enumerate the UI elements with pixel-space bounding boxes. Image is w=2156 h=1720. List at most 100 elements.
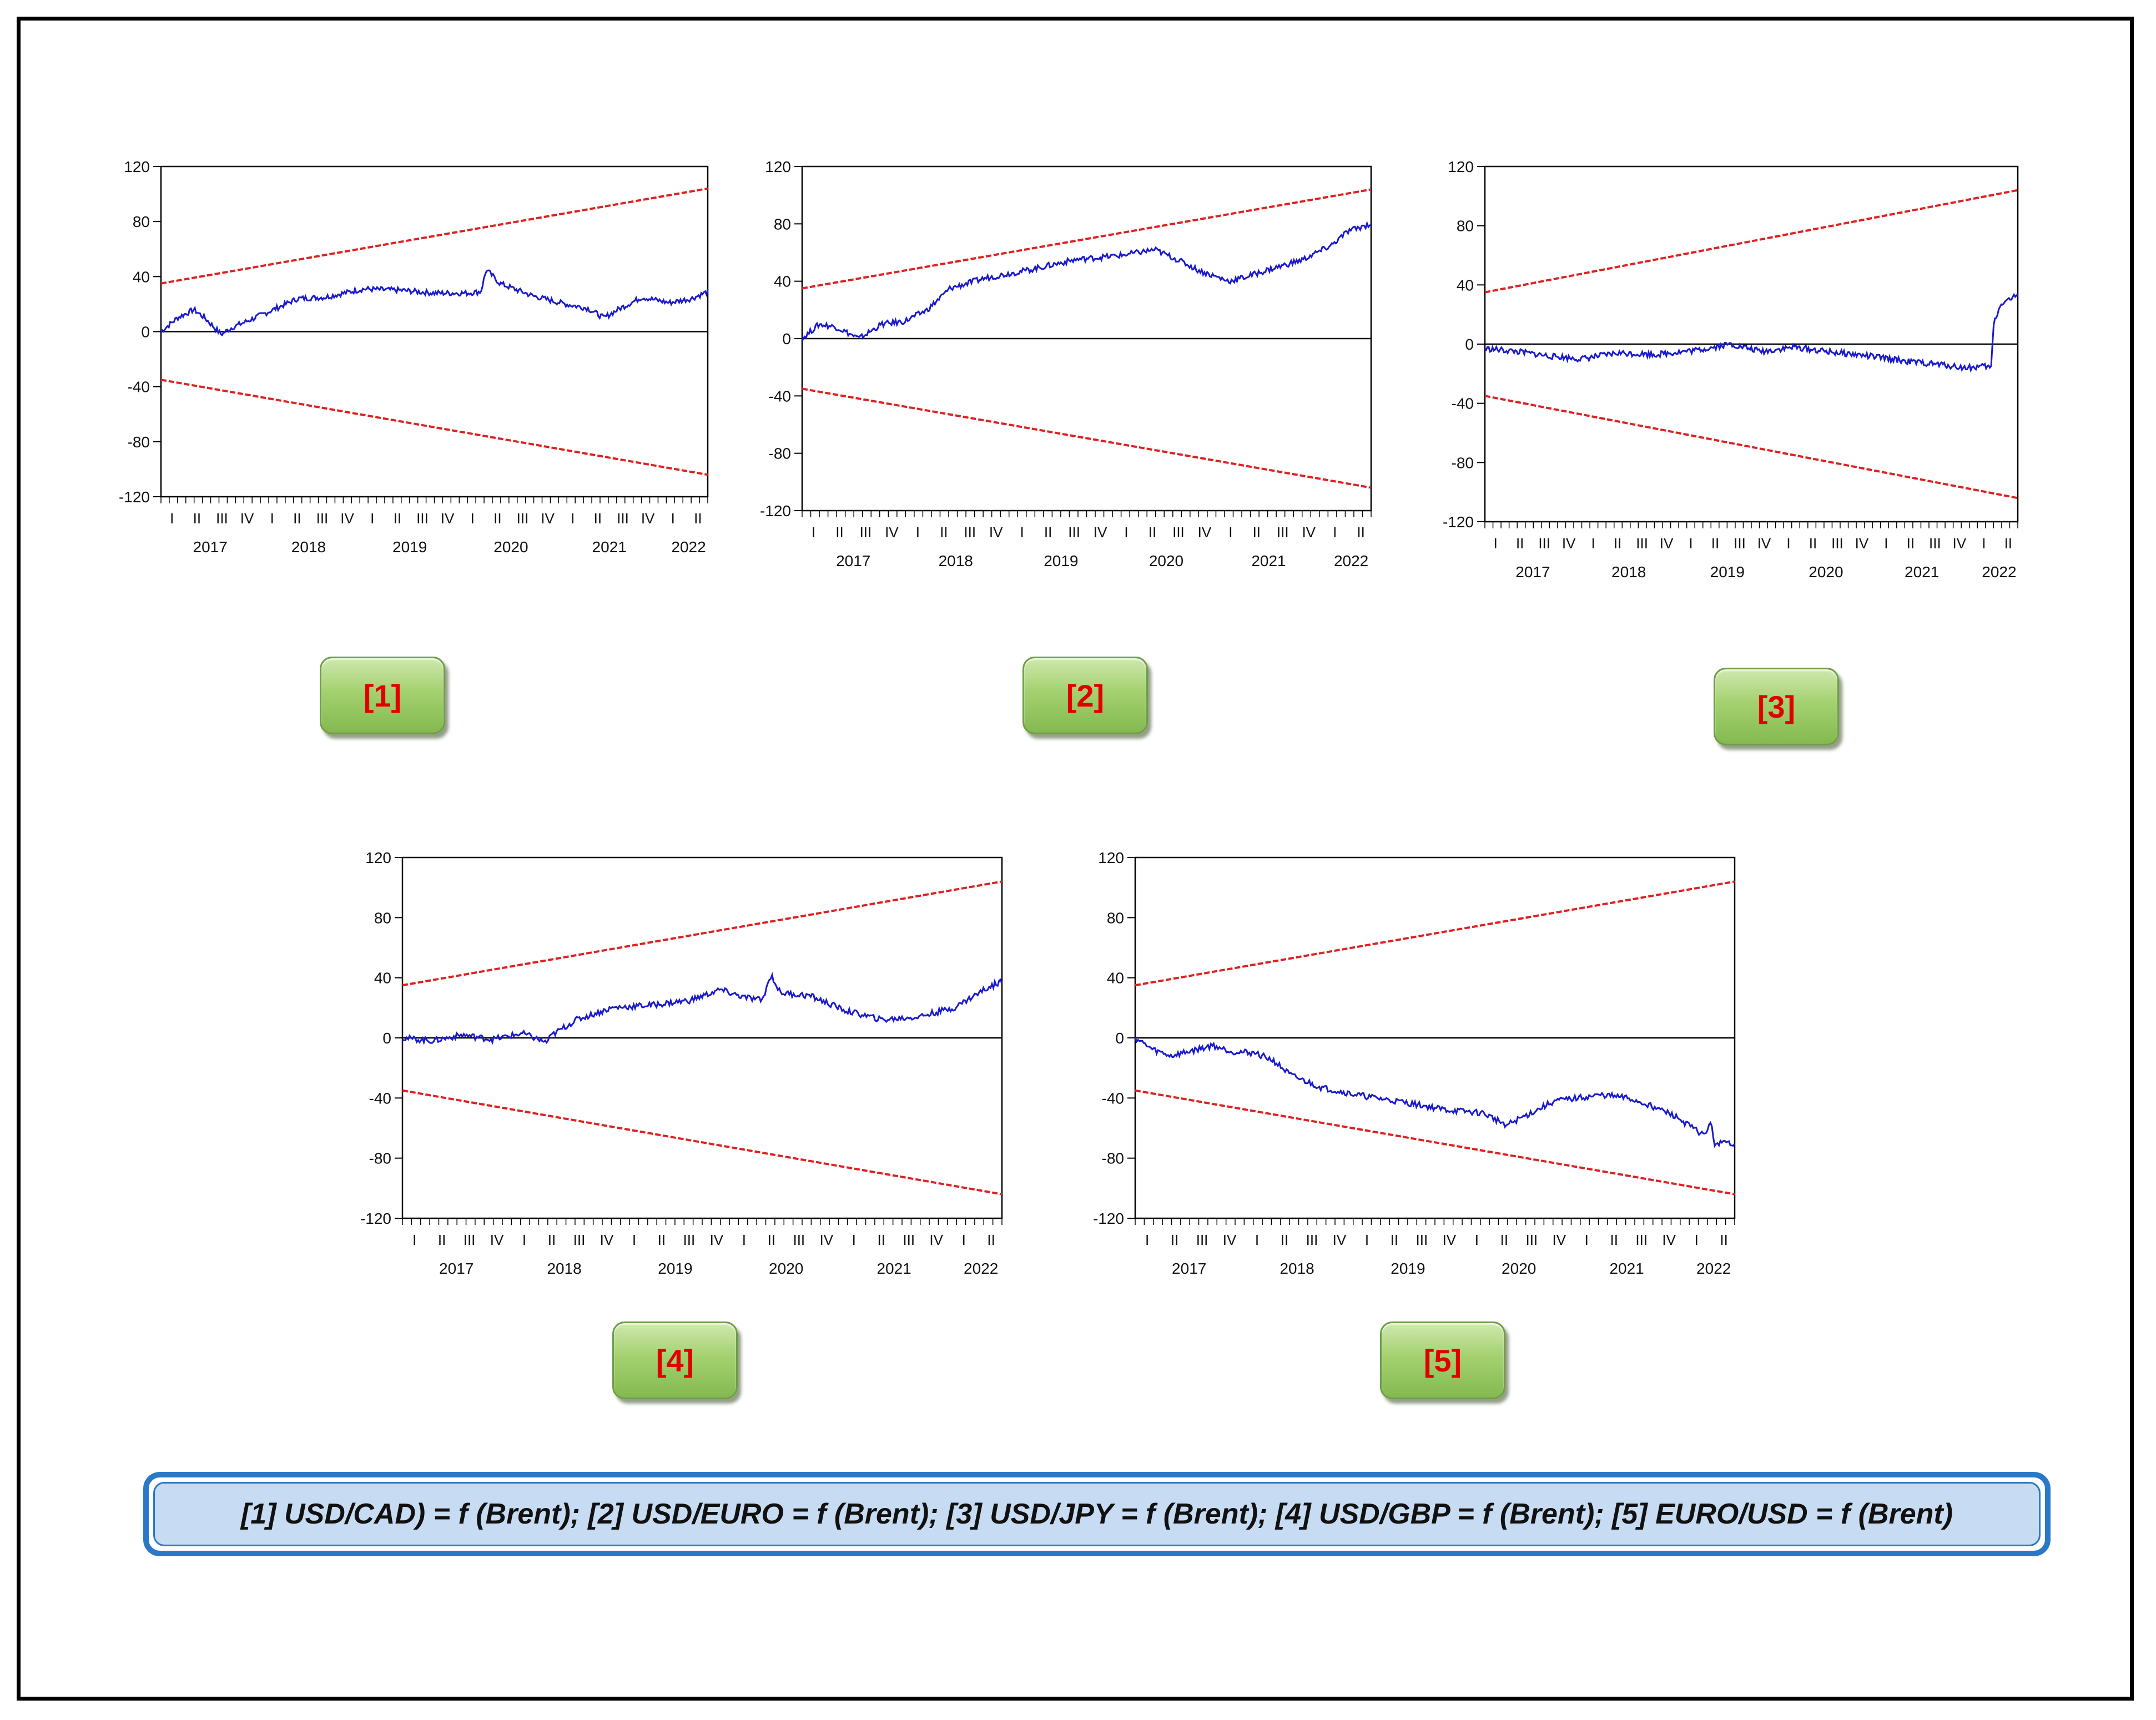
x-year-label: 2018 (939, 552, 973, 569)
x-quarter-label: II (878, 1232, 885, 1248)
x-quarter-label: IV (1094, 524, 1107, 541)
x-quarter-label: II (1711, 535, 1719, 552)
x-quarter-label: IV (1333, 1232, 1347, 1248)
upper-band-line (1135, 880, 1735, 987)
y-tick-label: 120 (1448, 158, 1474, 175)
x-year-label: 2019 (1391, 1260, 1425, 1277)
x-quarter-label: II (835, 524, 843, 541)
x-quarter-label: I (962, 1232, 966, 1248)
lower-band-line (402, 1089, 1003, 1196)
x-quarter-label: II (1253, 524, 1261, 541)
x-quarter-label: I (1228, 524, 1232, 541)
x-quarter-label: III (416, 510, 429, 527)
y-tick-label: 120 (365, 849, 391, 866)
x-year-label: 2021 (876, 1260, 911, 1277)
x-quarter-label: I (1591, 535, 1595, 552)
x-quarter-label: IV (441, 510, 455, 527)
x-quarter-label: IV (1660, 535, 1674, 552)
x-quarter-label: IV (989, 524, 1003, 541)
x-year-label: 2021 (592, 538, 627, 556)
y-tick-label: 0 (141, 324, 150, 341)
x-year-label: 2019 (1710, 563, 1745, 581)
x-quarter-label: I (742, 1232, 746, 1248)
y-tick-label: 0 (1465, 336, 1474, 353)
x-quarter-label: I (571, 510, 575, 527)
y-tick-label: -40 (369, 1089, 391, 1107)
x-quarter-label: II (768, 1232, 775, 1248)
chart-1-badge: [1] (320, 657, 445, 734)
x-quarter-label: I (1884, 535, 1888, 552)
x-quarter-label: III (464, 1232, 476, 1248)
upper-band-line (402, 880, 1003, 987)
series-line (1484, 292, 2019, 373)
lower-band-line (160, 379, 708, 476)
y-tick-label: 0 (782, 330, 791, 347)
x-quarter-label: III (1416, 1232, 1428, 1248)
x-quarter-label: IV (885, 524, 899, 541)
x-quarter-label: IV (1443, 1232, 1457, 1248)
x-year-label: 2021 (1905, 563, 1939, 581)
x-quarter-label: I (170, 510, 174, 527)
chart-4-badge: [4] (612, 1321, 738, 1399)
y-tick-label: -80 (769, 445, 791, 462)
y-tick-label: 80 (1107, 909, 1124, 926)
x-quarter-label: IV (641, 510, 655, 527)
series-line (402, 971, 1003, 1046)
x-year-label: 2020 (1809, 563, 1843, 581)
y-tick-label: 80 (374, 909, 391, 926)
upper-band-line (1484, 189, 2018, 294)
x-quarter-label: I (1982, 535, 1986, 552)
x-quarter-label: III (1635, 1232, 1648, 1248)
x-quarter-label: II (1907, 535, 1915, 552)
x-quarter-label: II (1500, 1232, 1508, 1248)
x-quarter-label: IV (929, 1232, 943, 1248)
caption-inner: [1] USD/CAD) = f (Brent); [2] USD/EURO =… (153, 1482, 2041, 1546)
x-quarter-label: III (1277, 524, 1289, 541)
x-quarter-label: II (594, 510, 602, 527)
x-year-label: 2017 (1172, 1260, 1206, 1277)
x-quarter-label: II (293, 510, 301, 527)
x-quarter-label: III (903, 1232, 915, 1248)
x-quarter-label: III (517, 510, 529, 527)
x-quarter-label: II (1357, 524, 1364, 541)
series-line (160, 269, 709, 337)
y-tick-label: 120 (1098, 849, 1124, 866)
x-quarter-label: I (412, 1232, 416, 1248)
x-quarter-label: I (671, 510, 675, 527)
x-quarter-label: III (1831, 535, 1843, 552)
x-quarter-label: II (658, 1232, 666, 1248)
caption-box: [1] USD/CAD) = f (Brent); [2] USD/EURO =… (143, 1472, 2051, 1556)
y-tick-label: -80 (128, 433, 150, 451)
lower-band-line (802, 387, 1372, 489)
x-quarter-label: IV (1855, 535, 1869, 552)
x-quarter-label: IV (1757, 535, 1771, 552)
y-tick-label: -40 (128, 379, 150, 396)
x-quarter-label: I (812, 524, 815, 541)
x-quarter-label: IV (1198, 524, 1212, 541)
x-quarter-label: I (852, 1232, 856, 1248)
x-year-label: 2018 (291, 538, 326, 556)
x-quarter-label: I (1695, 1232, 1699, 1248)
x-quarter-label: II (1809, 535, 1817, 552)
x-quarter-label: I (1494, 535, 1498, 552)
x-quarter-label: I (1585, 1232, 1589, 1248)
x-quarter-label: I (1145, 1232, 1149, 1248)
x-year-label: 2022 (1696, 1260, 1731, 1277)
x-year-label: 2019 (392, 538, 427, 556)
x-quarter-label: I (1365, 1232, 1369, 1248)
lower-band-line (1484, 395, 2018, 500)
y-tick-label: 40 (774, 273, 791, 290)
x-year-label: 2020 (493, 538, 528, 556)
y-tick-label: 40 (1107, 970, 1124, 987)
x-quarter-label: III (1734, 535, 1746, 552)
x-quarter-label: III (1068, 524, 1080, 541)
x-year-label: 2020 (1149, 552, 1183, 569)
x-quarter-label: II (548, 1232, 556, 1248)
x-year-label: 2017 (193, 538, 228, 556)
x-quarter-label: I (522, 1232, 526, 1248)
